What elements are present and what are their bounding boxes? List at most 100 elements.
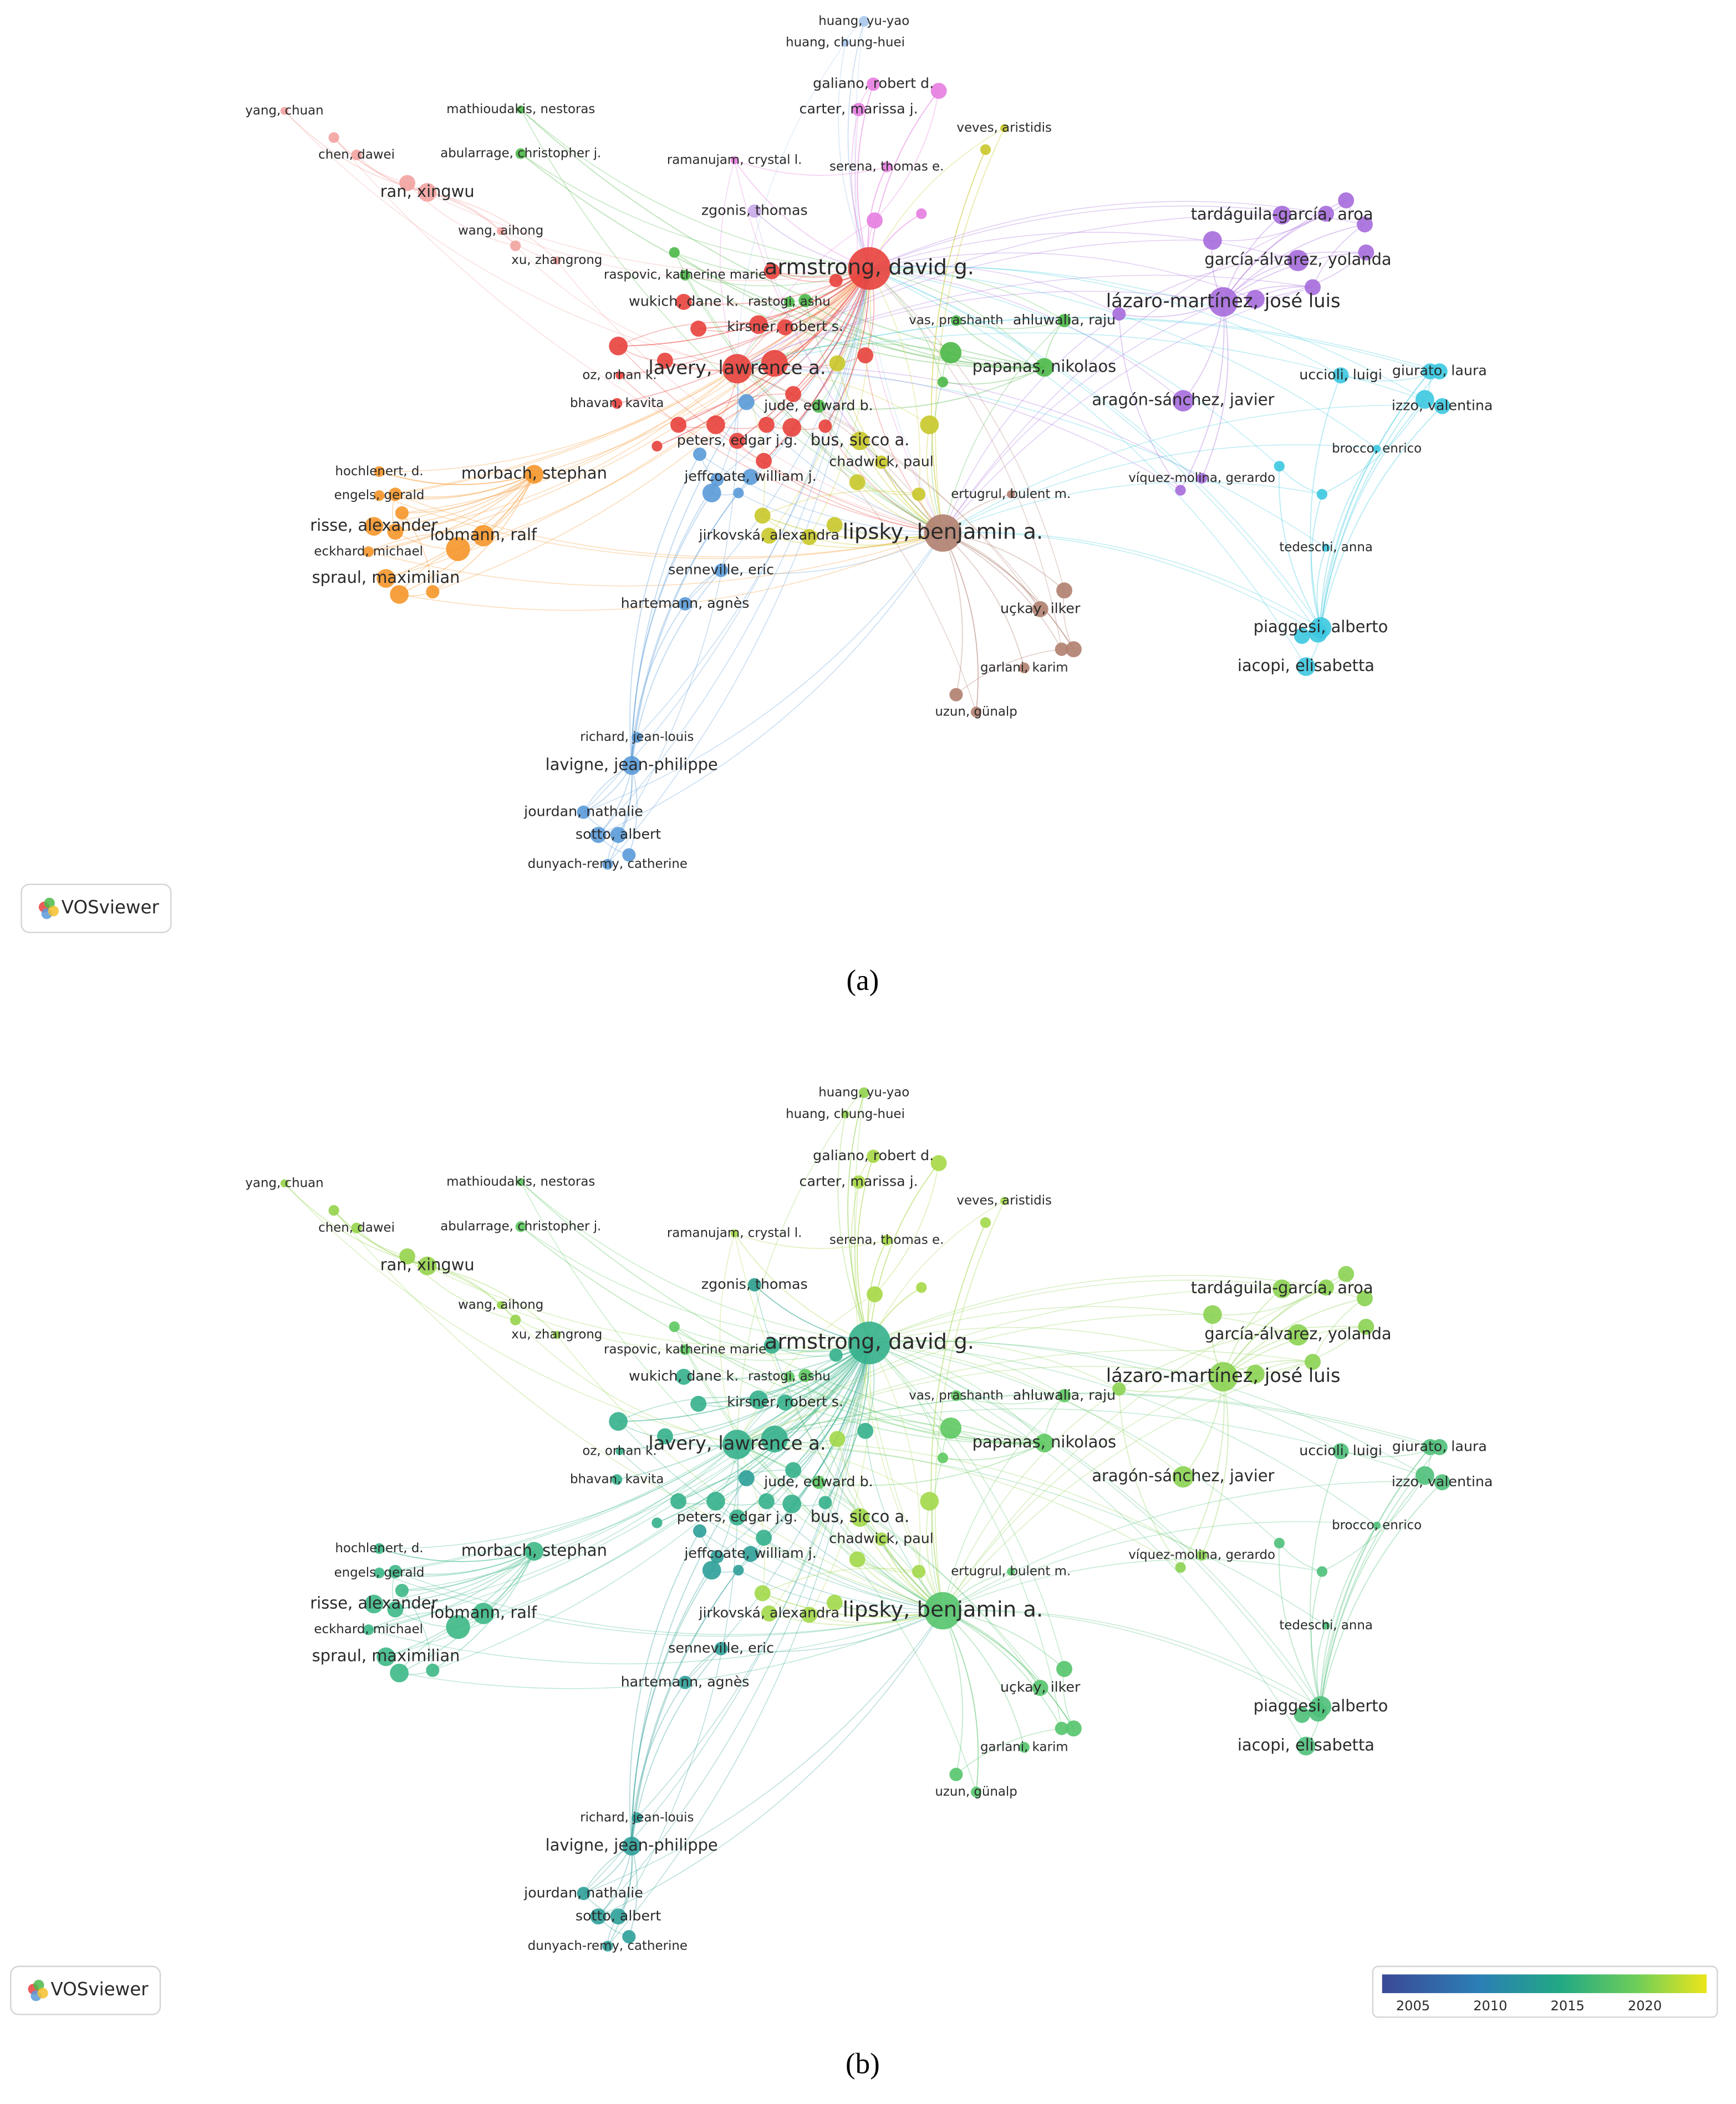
node <box>374 490 385 501</box>
edge <box>520 153 869 269</box>
colorbar <box>1382 1974 1707 1994</box>
node <box>937 377 949 388</box>
edge <box>1320 371 1440 628</box>
node-label: uçkay, ilker <box>1000 600 1081 616</box>
edge <box>737 268 870 369</box>
node <box>387 1601 404 1618</box>
edge <box>618 1396 759 1422</box>
node-label: víquez-molina, gerardo <box>1128 1548 1275 1562</box>
edge <box>931 149 986 533</box>
node <box>867 77 880 91</box>
node-label: xu, zhangrong <box>511 1328 602 1342</box>
edge <box>766 268 870 425</box>
edge <box>1118 251 1366 314</box>
edge <box>395 474 534 532</box>
node-label: jeffcoate, william j. <box>684 1545 816 1561</box>
edge <box>942 213 1326 533</box>
colorbar-tick-label: 2020 <box>1628 1998 1662 2014</box>
node <box>280 106 289 115</box>
edge <box>385 1551 535 1658</box>
node <box>670 1493 686 1510</box>
node <box>656 352 673 369</box>
edge <box>942 532 1025 668</box>
node-label: spraul, maximilian <box>312 1646 460 1665</box>
node <box>785 386 802 403</box>
edge <box>1118 1325 1366 1390</box>
edge <box>869 1343 1321 1707</box>
edge <box>869 1275 1326 1344</box>
node <box>849 474 866 491</box>
node <box>747 204 761 218</box>
node-label: yang, chuan <box>245 1176 323 1190</box>
node-label: huang, chung-huei <box>786 1107 905 1121</box>
node <box>756 453 772 469</box>
node <box>949 1767 963 1781</box>
node <box>841 1110 849 1119</box>
node <box>1358 244 1374 261</box>
node-label: kirsner, robert s. <box>727 318 843 334</box>
edge <box>401 512 434 592</box>
node <box>783 1371 795 1383</box>
edge <box>869 1343 1065 1669</box>
edge <box>520 109 943 533</box>
edge <box>556 260 943 533</box>
node-label: garlani, karim <box>980 1740 1068 1754</box>
node-label: oz, orhan k. <box>582 368 656 382</box>
node <box>920 415 939 434</box>
edge <box>685 1343 870 1683</box>
node <box>742 1546 759 1562</box>
edge <box>808 268 871 537</box>
node-label: zgonis, thomas <box>701 1276 808 1292</box>
edge <box>869 1306 1299 1344</box>
node <box>980 144 991 155</box>
node <box>916 208 927 220</box>
edge <box>736 368 765 516</box>
edge <box>631 1569 739 1847</box>
node <box>610 827 627 843</box>
edge <box>1317 371 1431 633</box>
node-label: galiano, robert d. <box>813 75 934 92</box>
edge <box>379 471 534 485</box>
edge <box>869 1279 1365 1344</box>
edge <box>333 1210 943 1612</box>
badge-frame <box>10 1965 161 2015</box>
edge <box>869 1327 1256 1375</box>
edge <box>1212 213 1327 242</box>
node <box>702 484 721 502</box>
node-label: lipsky, benjamin a. <box>843 1597 1043 1622</box>
node <box>515 148 526 159</box>
edge <box>457 1343 870 1628</box>
node <box>714 563 728 577</box>
edge <box>942 1287 1326 1612</box>
edge <box>607 268 870 865</box>
node <box>1305 1354 1321 1370</box>
edge <box>943 532 1075 650</box>
edge <box>399 1610 943 1689</box>
node <box>418 183 437 202</box>
edge <box>762 515 943 540</box>
edge <box>1320 1482 1443 1707</box>
node-label: mathioudakis, nestoras <box>446 1175 595 1189</box>
edge <box>427 1265 501 1306</box>
node <box>1305 279 1321 296</box>
edge <box>427 1265 516 1320</box>
edge <box>637 268 870 738</box>
edge <box>1223 223 1365 303</box>
edge <box>737 1444 977 1792</box>
edge <box>868 90 939 269</box>
edge <box>1278 466 1321 628</box>
colorbar-tick-label: 2005 <box>1396 1998 1430 2014</box>
edge <box>857 84 874 269</box>
node <box>280 1179 289 1188</box>
edge <box>942 532 979 713</box>
edge <box>854 1182 944 1611</box>
node <box>777 319 793 336</box>
node <box>924 1592 962 1630</box>
node <box>496 1301 505 1309</box>
edge <box>515 1319 737 1445</box>
edge <box>619 1342 870 1452</box>
edge <box>847 21 870 269</box>
edge <box>869 90 939 269</box>
edge <box>869 268 1065 591</box>
node-label: tardáguila-garcía, aroa <box>1191 1278 1373 1297</box>
